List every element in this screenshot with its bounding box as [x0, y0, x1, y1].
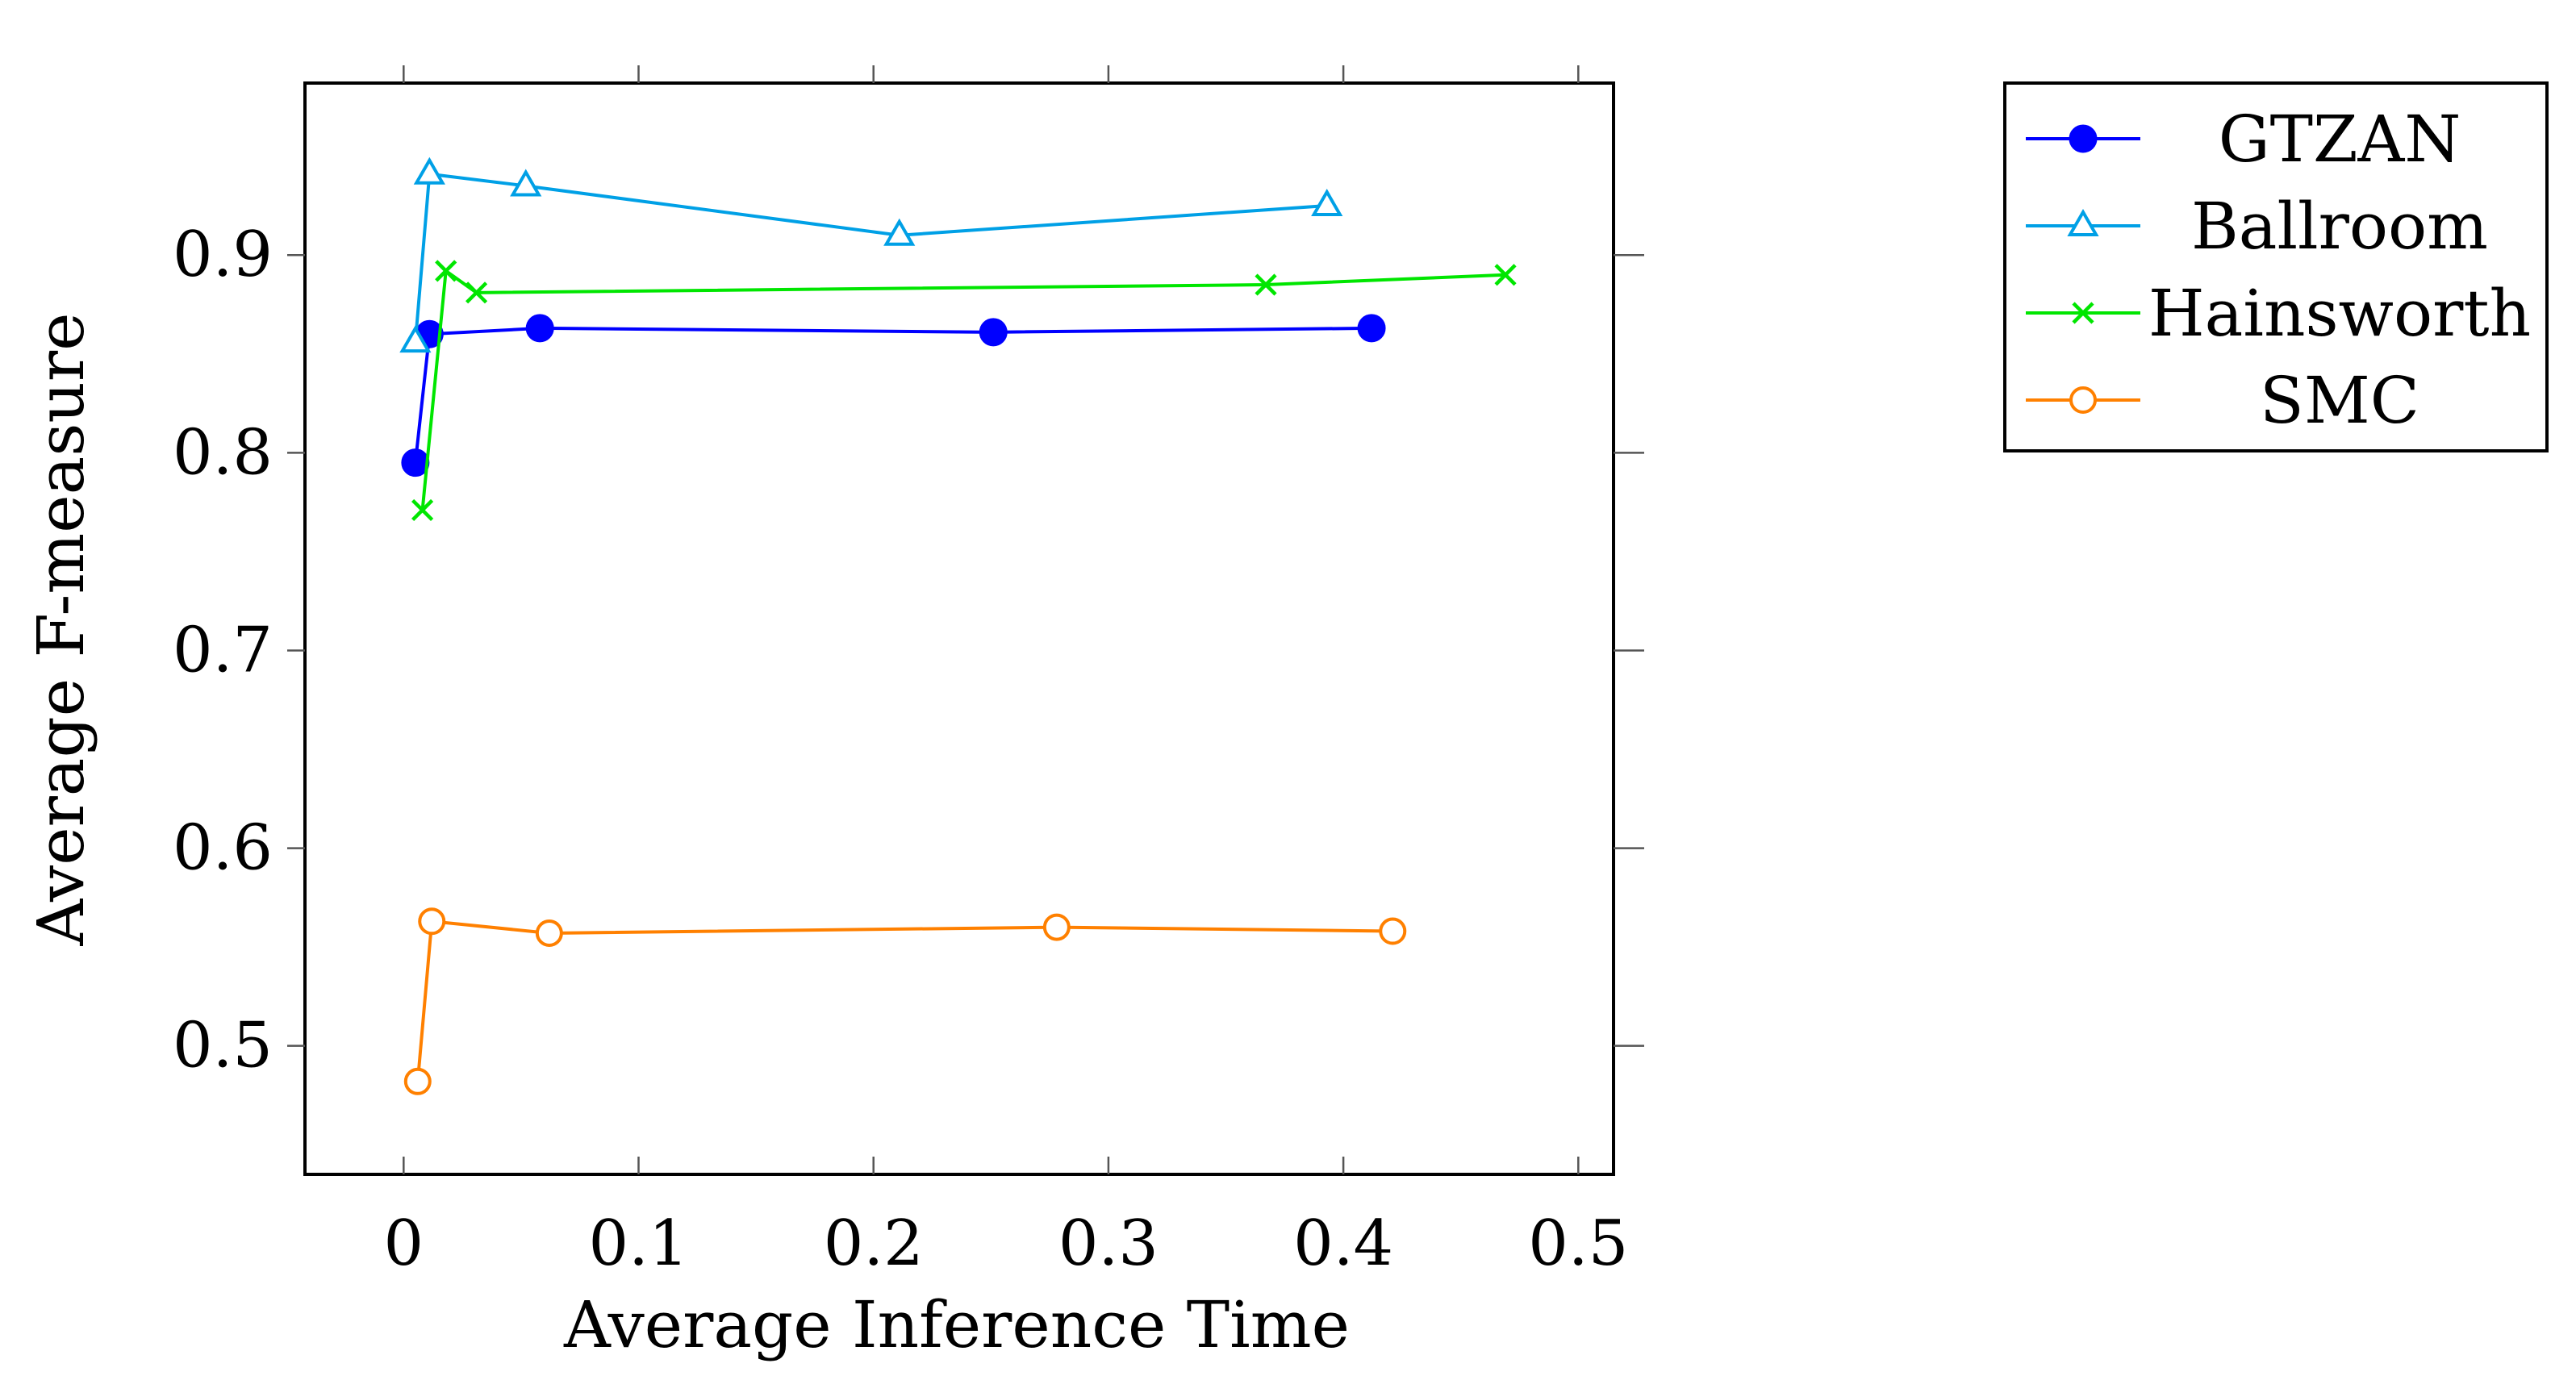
y-tick-label: 0.6 — [173, 812, 273, 885]
plot-area — [399, 156, 1517, 1095]
data-point — [1311, 188, 1343, 217]
series-hainsworth — [411, 260, 1517, 522]
legend-label: Hainsworth — [2148, 276, 2531, 351]
legend-label: SMC — [2260, 363, 2419, 438]
data-point — [1357, 314, 1386, 343]
series-ballroom — [399, 156, 1343, 353]
data-point — [411, 498, 434, 522]
y-tick-label: 0.8 — [173, 416, 273, 489]
x-tick-label: 0 — [383, 1207, 424, 1280]
legend-entry: SMC — [2026, 363, 2419, 438]
y-tick-label: 0.5 — [173, 1010, 273, 1082]
legend-marker — [2067, 208, 2099, 237]
legend-marker — [2069, 386, 2097, 414]
series-line — [413, 172, 1327, 343]
data-point — [1042, 913, 1071, 941]
legend-entry: Hainsworth — [2026, 276, 2531, 351]
legend-entry: GTZAN — [2026, 102, 2461, 177]
y-tick-label: 0.7 — [173, 614, 273, 686]
series-line — [420, 268, 1506, 511]
series-smc — [403, 907, 1407, 1095]
legend: GTZAN Ballroom Hainsworth SMC — [2003, 81, 2549, 452]
data-point — [510, 169, 542, 197]
legend-entry: Ballroom — [2026, 189, 2488, 264]
x-marker-stroke — [1255, 273, 1277, 296]
series-gtzan — [401, 314, 1386, 477]
x-marker-stroke — [465, 281, 488, 304]
axes: 0 0.1 0.2 0.3 0.4 0.5 0.5 0.6 0.7 0.8 0.9 — [173, 65, 1644, 1280]
x-tick-label: 0.5 — [1528, 1207, 1628, 1280]
x-marker-stroke — [411, 498, 434, 522]
data-point — [413, 156, 445, 185]
data-point — [1379, 917, 1407, 945]
x-tick-label: 0.3 — [1058, 1207, 1159, 1280]
legend-marker — [2072, 302, 2094, 324]
series-line — [415, 919, 1393, 1082]
data-point — [883, 218, 916, 246]
data-point — [1255, 273, 1277, 296]
data-point — [435, 260, 457, 282]
data-point — [399, 325, 432, 353]
plot-frame — [303, 81, 1615, 1176]
data-point — [535, 919, 563, 947]
data-point — [403, 1067, 432, 1095]
x-marker-stroke — [435, 260, 457, 282]
data-point — [525, 314, 554, 343]
x-marker-stroke — [1494, 264, 1517, 286]
legend-marker — [2069, 124, 2098, 153]
x-axis-title: Average Inference Time — [563, 1287, 1350, 1362]
series-line — [413, 326, 1372, 463]
legend-label: Ballroom — [2191, 189, 2488, 264]
x-tick-label: 0.2 — [824, 1207, 924, 1280]
data-point — [1494, 264, 1517, 286]
data-point — [401, 448, 430, 477]
data-point — [465, 281, 488, 304]
data-point — [418, 907, 446, 936]
y-tick-label: 0.9 — [173, 219, 273, 291]
x-marker-stroke — [2072, 302, 2094, 324]
x-tick-label: 0.4 — [1293, 1207, 1393, 1280]
legend-label: GTZAN — [2219, 102, 2461, 177]
x-tick-label: 0.1 — [588, 1207, 688, 1280]
y-axis-title: Average F-measure — [23, 313, 98, 947]
data-point — [979, 318, 1008, 347]
